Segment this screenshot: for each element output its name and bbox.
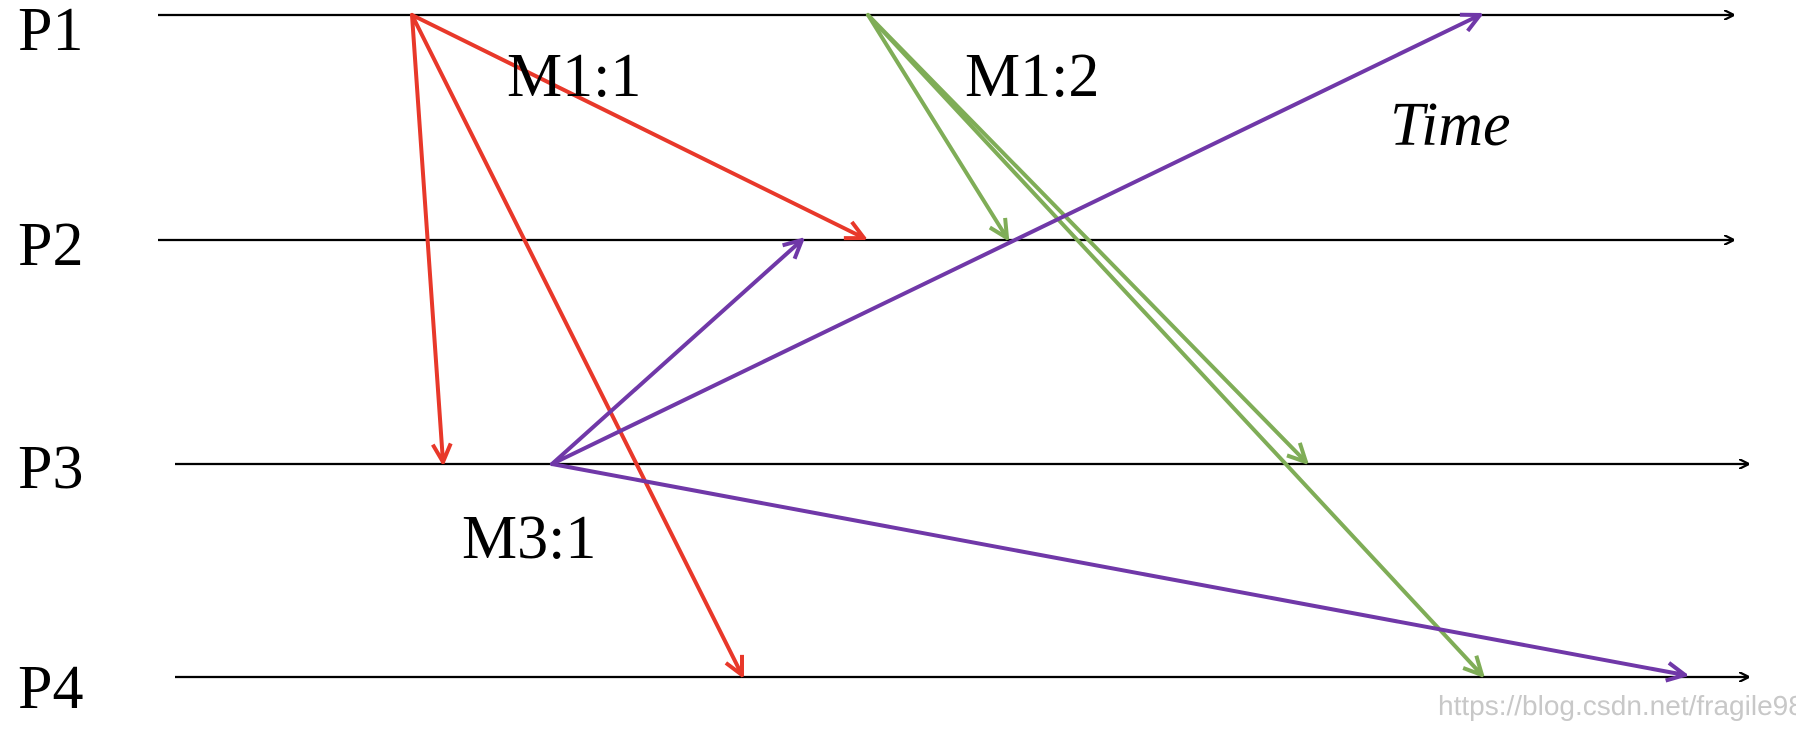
arrow-m1-2-to-p3	[866, 13, 1306, 462]
arrow-m3-1-to-p2	[550, 240, 802, 466]
process-label-p3: P3	[18, 434, 83, 502]
arrow-m1-1-to-p3	[410, 13, 443, 462]
watermark: https://blog.csdn.net/fragile98	[1438, 690, 1796, 721]
message-label-m1-1: M1:1	[507, 42, 641, 110]
time-axis-label: Time	[1390, 91, 1511, 159]
arrow-m1-1-to-p2	[410, 13, 864, 238]
arrow-m1-2-to-p4	[866, 13, 1482, 675]
arrow-m1-1-to-p4	[410, 13, 744, 675]
message-label-m3-1: M3:1	[462, 504, 596, 572]
arrow-m3-1-to-p1	[550, 15, 1480, 466]
process-label-p2: P2	[18, 211, 83, 279]
message-label-m1-2: M1:2	[965, 42, 1099, 110]
arrow-m3-1-to-p4	[550, 462, 1685, 675]
arrow-m1-2-to-p2	[866, 13, 1007, 238]
process-label-p4: P4	[18, 654, 83, 722]
process-label-p1: P1	[18, 0, 83, 64]
